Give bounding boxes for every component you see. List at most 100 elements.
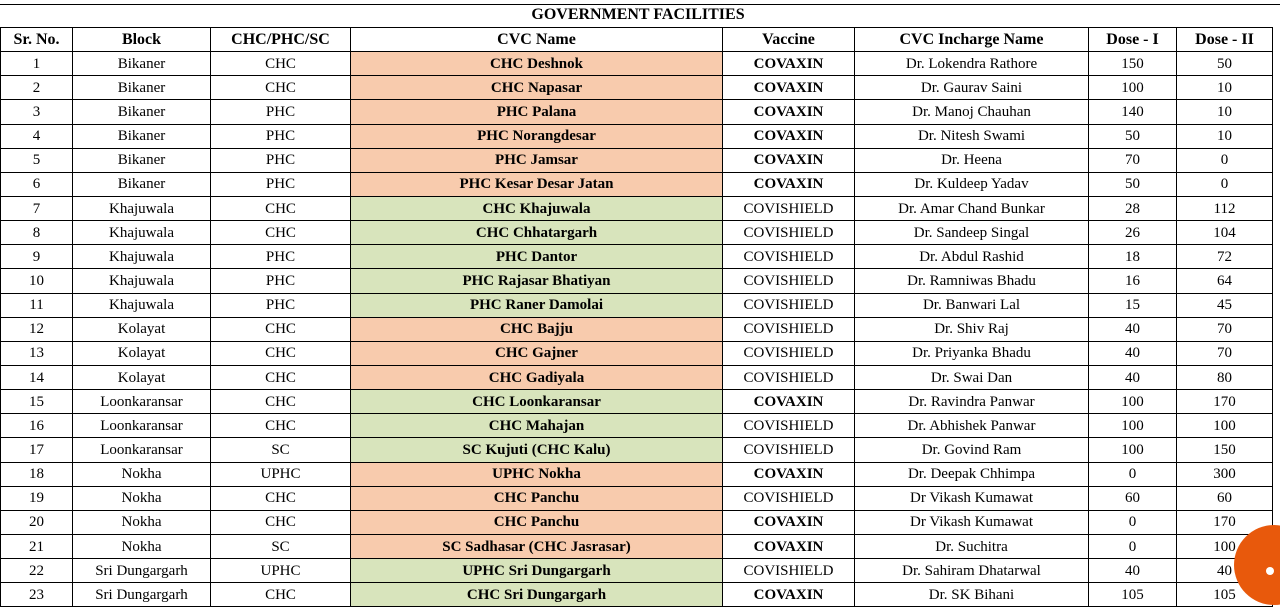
cell-dose-2: 300 xyxy=(1176,461,1273,487)
cell-facility-type: PHC xyxy=(210,268,351,294)
cell-vaccine: COVISHIELD xyxy=(722,292,855,318)
cell-sr-no: 23 xyxy=(0,582,73,608)
cell-cvc-incharge: Dr. Lokendra Rathore xyxy=(854,51,1089,77)
cell-cvc-name: PHC Palana xyxy=(350,99,723,125)
cell-dose-1: 60 xyxy=(1088,485,1177,511)
table-row: 12 Kolayat CHC CHC Bajju COVISHIELD Dr. Shiv … xyxy=(0,316,1273,342)
cell-dose-1: 70 xyxy=(1088,147,1177,173)
cell-vaccine: COVAXIN xyxy=(722,51,855,77)
cell-sr-no: 12 xyxy=(0,316,73,342)
header-dose-2: Dose - II xyxy=(1176,26,1273,53)
cell-cvc-incharge: Dr. Sandeep Singal xyxy=(854,220,1089,246)
table-row: 17 Loonkaransar SC SC Kujuti (CHC Kalu) COVI… xyxy=(0,437,1273,463)
cell-block: Kolayat xyxy=(72,364,211,391)
cell-block: Khajuwala xyxy=(72,268,211,294)
cell-dose-2: 70 xyxy=(1176,340,1273,366)
cell-vaccine: COVAXIN xyxy=(722,99,855,125)
cell-cvc-incharge: Dr Vikash Kumawat xyxy=(854,509,1089,535)
cell-dose-2: 10 xyxy=(1176,75,1273,101)
cell-sr-no: 8 xyxy=(0,220,73,246)
cell-cvc-name: PHC Dantor xyxy=(350,244,723,270)
cell-vaccine: COVAXIN xyxy=(722,389,855,415)
cell-block: Khajuwala xyxy=(72,244,211,270)
cell-sr-no: 14 xyxy=(0,364,73,391)
table-row: 22 Sri Dungargarh UPHC UPHC Sri Dungargarh C… xyxy=(0,558,1273,584)
cell-dose-1: 16 xyxy=(1088,268,1177,294)
cell-dose-2: 104 xyxy=(1176,220,1273,246)
cell-block: Bikaner xyxy=(72,99,211,125)
page-title: GOVERNMENT FACILITIES xyxy=(531,6,745,23)
cell-sr-no: 21 xyxy=(0,533,73,560)
cell-block: Bikaner xyxy=(72,123,211,149)
cell-cvc-incharge: Dr. Banwari Lal xyxy=(854,292,1089,318)
cell-vaccine: COVISHIELD xyxy=(722,485,855,511)
cell-cvc-incharge: Dr. Abdul Rashid xyxy=(854,244,1089,270)
cell-dose-1: 140 xyxy=(1088,99,1177,125)
cell-cvc-name: CHC Panchu xyxy=(350,485,723,511)
cell-facility-type: PHC xyxy=(210,244,351,270)
cell-cvc-name: CHC Mahajan xyxy=(350,413,723,439)
cell-cvc-name: CHC Napasar xyxy=(350,75,723,101)
table-row: 21 Nokha SC SC Sadhasar (CHC Jasrasar) COVAX… xyxy=(0,533,1273,560)
cell-dose-1: 105 xyxy=(1088,582,1177,608)
cell-vaccine: COVISHIELD xyxy=(722,558,855,584)
cell-sr-no: 11 xyxy=(0,292,73,318)
cell-cvc-incharge: Dr. SK Bihani xyxy=(854,582,1089,608)
cell-facility-type: PHC xyxy=(210,123,351,149)
cell-cvc-incharge: Dr. Nitesh Swami xyxy=(854,123,1089,149)
cell-cvc-incharge: Dr. Kuldeep Yadav xyxy=(854,171,1089,197)
cell-dose-2: 100 xyxy=(1176,413,1273,439)
cell-dose-2: 0 xyxy=(1176,147,1273,173)
cell-cvc-name: CHC Deshnok xyxy=(350,51,723,77)
table-row: 1 Bikaner CHC CHC Deshnok COVAXIN Dr. Lokendr… xyxy=(0,51,1273,77)
cell-sr-no: 20 xyxy=(0,509,73,535)
table-row: 4 Bikaner PHC PHC Norangdesar COVAXIN Dr. Nit… xyxy=(0,123,1273,149)
cell-block: Loonkaransar xyxy=(72,413,211,439)
header-block: Block xyxy=(72,26,211,53)
cell-cvc-name: CHC Loonkaransar xyxy=(350,389,723,415)
cell-cvc-incharge: Dr. Deepak Chhimpa xyxy=(854,461,1089,487)
cell-dose-2: 10 xyxy=(1176,99,1273,125)
cell-dose-1: 150 xyxy=(1088,51,1177,77)
cell-block: Sri Dungargarh xyxy=(72,582,211,608)
cell-sr-no: 15 xyxy=(0,389,73,415)
cell-dose-1: 0 xyxy=(1088,533,1177,560)
cell-vaccine: COVAXIN xyxy=(722,171,855,197)
table-row: 14 Kolayat CHC CHC Gadiyala COVISHIELD Dr. Sw… xyxy=(0,364,1273,391)
table-row: 15 Loonkaransar CHC CHC Loonkaransar COVAXIN… xyxy=(0,389,1273,415)
cell-cvc-name: SC Sadhasar (CHC Jasrasar) xyxy=(350,533,723,560)
cell-vaccine: COVISHIELD xyxy=(722,437,855,463)
cell-vaccine: COVAXIN xyxy=(722,75,855,101)
cell-facility-type: CHC xyxy=(210,316,351,342)
cell-dose-2: 64 xyxy=(1176,268,1273,294)
cell-dose-2: 72 xyxy=(1176,244,1273,270)
cell-cvc-incharge: Dr. Swai Dan xyxy=(854,364,1089,391)
table-row: 6 Bikaner PHC PHC Kesar Desar Jatan COVAXIN D… xyxy=(0,171,1273,197)
cell-dose-1: 100 xyxy=(1088,437,1177,463)
table-row: 9 Khajuwala PHC PHC Dantor COVISHIELD Dr. Abd… xyxy=(0,244,1273,270)
cell-cvc-incharge: Dr. Sahiram Dhatarwal xyxy=(854,558,1089,584)
cell-dose-2: 50 xyxy=(1176,51,1273,77)
header-vaccine: Vaccine xyxy=(722,26,855,53)
cell-facility-type: UPHC xyxy=(210,461,351,487)
cell-block: Khajuwala xyxy=(72,292,211,318)
table-row: 8 Khajuwala CHC CHC Chhatargarh COVISHIELD Dr… xyxy=(0,220,1273,246)
table-row: 5 Bikaner PHC PHC Jamsar COVAXIN Dr. Heena 70 0 xyxy=(0,147,1273,173)
cell-block: Khajuwala xyxy=(72,195,211,222)
cell-dose-1: 100 xyxy=(1088,75,1177,101)
cell-cvc-name: CHC Sri Dungargarh xyxy=(350,582,723,608)
cell-dose-1: 100 xyxy=(1088,413,1177,439)
cell-block: Nokha xyxy=(72,509,211,535)
cell-vaccine: COVAXIN xyxy=(722,123,855,149)
cell-cvc-incharge: Dr. Ravindra Panwar xyxy=(854,389,1089,415)
cell-cvc-incharge: Dr. Priyanka Bhadu xyxy=(854,340,1089,366)
cell-sr-no: 13 xyxy=(0,340,73,366)
cell-vaccine: COVAXIN xyxy=(722,147,855,173)
cell-cvc-incharge: Dr. Shiv Raj xyxy=(854,316,1089,342)
cell-cvc-incharge: Dr. Ramniwas Bhadu xyxy=(854,268,1089,294)
cell-block: Nokha xyxy=(72,485,211,511)
cell-facility-type: PHC xyxy=(210,147,351,173)
cell-facility-type: SC xyxy=(210,533,351,560)
cell-dose-1: 40 xyxy=(1088,316,1177,342)
table-row: 18 Nokha UPHC UPHC Nokha COVAXIN Dr. Deepak C… xyxy=(0,461,1273,487)
